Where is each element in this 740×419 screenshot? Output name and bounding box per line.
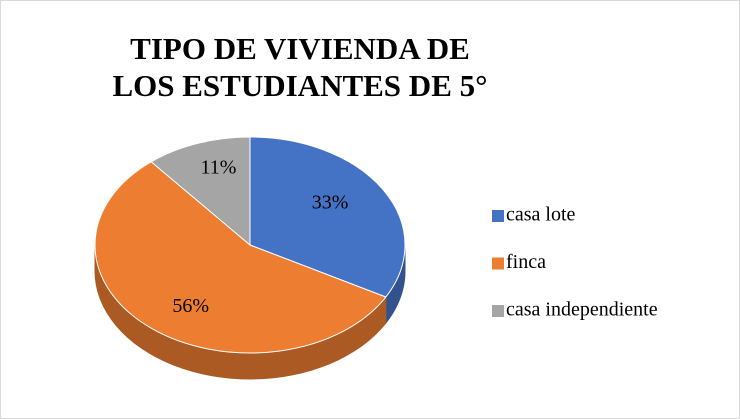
legend-label: casa lote [506, 204, 576, 226]
slice [94, 161, 387, 354]
data-label: 11% [201, 156, 237, 178]
slice [249, 136, 406, 298]
legend-swatch [492, 210, 504, 222]
legend-label: finca [506, 251, 546, 273]
chart-title: TIPO DE VIVIENDA DE LOS ESTUDIANTES DE 5… [112, 31, 488, 103]
legend-label: casa independiente [506, 299, 658, 321]
legend-swatch [492, 305, 504, 317]
slice [150, 136, 251, 247]
legend-swatch [492, 257, 504, 270]
data-label: 33% [312, 191, 349, 213]
data-label: 56% [172, 295, 209, 317]
